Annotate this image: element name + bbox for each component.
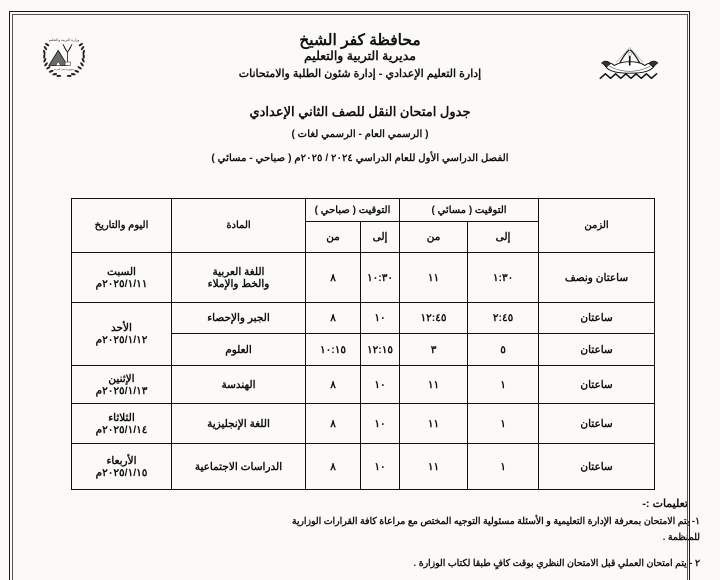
svg-text:جمهورية مصر العربية: جمهورية مصر العربية xyxy=(54,68,75,71)
svg-text:وزارة التربية والتعليم: وزارة التربية والتعليم xyxy=(49,37,80,42)
